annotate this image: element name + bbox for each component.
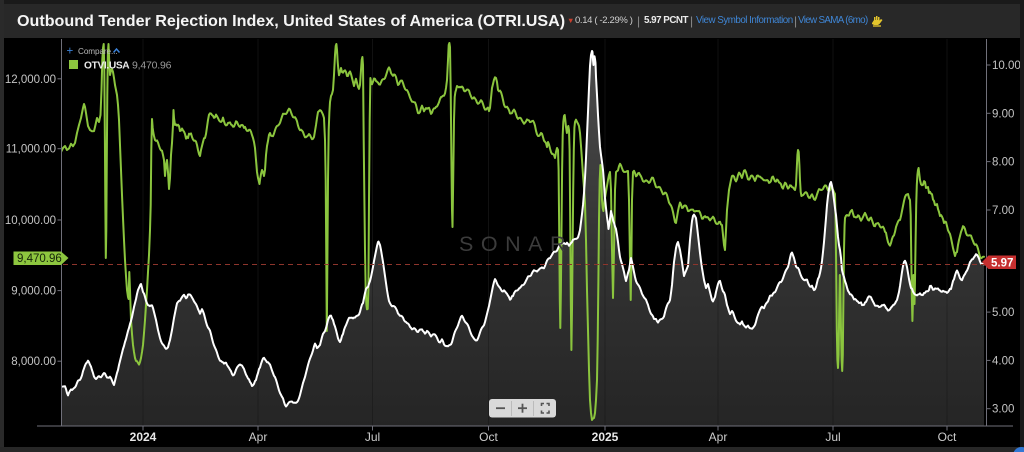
svg-text:Oct: Oct: [938, 430, 957, 444]
svg-text:+: +: [67, 46, 74, 58]
svg-text:Jul: Jul: [825, 430, 840, 444]
svg-text:10,000.00: 10,000.00: [5, 215, 56, 227]
svg-text:9,000.00: 9,000.00: [11, 286, 56, 298]
svg-text:9.00: 9.00: [992, 108, 1014, 120]
svg-text:3.00: 3.00: [992, 404, 1014, 416]
svg-text:5.97: 5.97: [991, 258, 1013, 270]
svg-text:4.00: 4.00: [992, 355, 1014, 367]
svg-text:7.00: 7.00: [992, 205, 1014, 217]
svg-text:SONAR: SONAR: [459, 232, 573, 256]
svg-text:12,000.00: 12,000.00: [5, 74, 56, 86]
svg-text:10.00: 10.00: [992, 60, 1020, 72]
svg-text:Apr: Apr: [249, 430, 268, 444]
svg-text:2025: 2025: [592, 430, 619, 444]
svg-text:Apr: Apr: [709, 430, 728, 444]
svg-text:8.00: 8.00: [992, 157, 1014, 169]
svg-text:2024: 2024: [130, 430, 157, 444]
svg-text:11,000.00: 11,000.00: [6, 144, 56, 156]
svg-text:9,470.96: 9,470.96: [132, 60, 172, 72]
svg-text:Oct: Oct: [479, 430, 498, 444]
svg-text:Jul: Jul: [365, 430, 380, 444]
svg-text:5.00: 5.00: [992, 307, 1014, 319]
svg-text:8,000.00: 8,000.00: [11, 356, 56, 368]
svg-text:OTVI.USA: OTVI.USA: [84, 61, 130, 72]
svg-text:Compare...: Compare...: [78, 47, 118, 56]
svg-text:9,470.96: 9,470.96: [17, 253, 62, 265]
